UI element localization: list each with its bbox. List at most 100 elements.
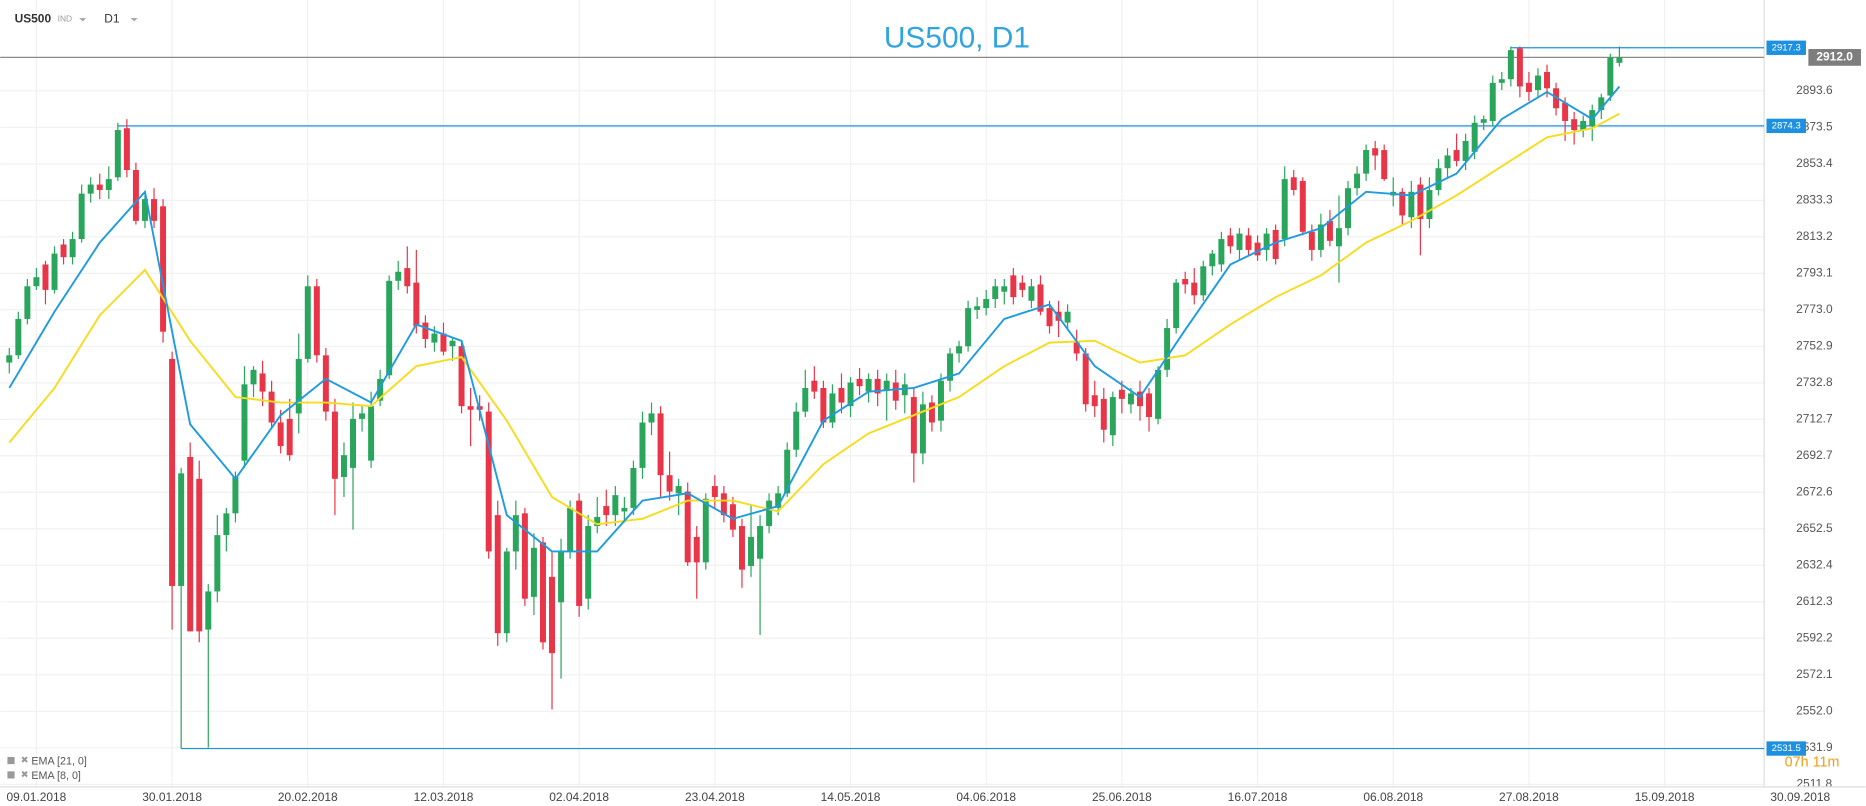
legend-entry: EMA [21, 0]: [31, 756, 87, 768]
candle-body: [784, 449, 791, 494]
candle-body: [919, 404, 926, 454]
candle-body: [1562, 102, 1569, 121]
candle-body: [802, 387, 809, 412]
candle-body: [1200, 266, 1207, 296]
y-tick-label: 2712.7: [1796, 412, 1833, 426]
candle-body: [666, 475, 673, 492]
candle-body: [612, 495, 619, 516]
icon[interactable]: [7, 771, 15, 779]
candle-body: [169, 358, 176, 586]
candle-body: [359, 413, 366, 419]
candle-body: [1037, 284, 1044, 312]
candle-body: [630, 467, 637, 508]
candle-body: [856, 378, 863, 387]
icon[interactable]: ✖: [21, 755, 29, 766]
market: IND: [58, 13, 72, 23]
candle-body: [458, 346, 465, 407]
level-label: 2531.5: [1772, 743, 1801, 754]
candle-body: [865, 378, 872, 392]
candle-body: [304, 286, 311, 359]
candle-body: [512, 515, 519, 552]
candle-body: [96, 184, 103, 190]
candle-body: [151, 199, 158, 221]
timeframe[interactable]: D1: [104, 11, 120, 25]
candle-body: [1227, 235, 1234, 247]
candle-body: [485, 411, 492, 552]
candle-body: [422, 322, 429, 339]
y-tick-label: 2672.6: [1796, 484, 1833, 498]
x-tick-label: 23.04.2018: [685, 790, 745, 804]
candle-body: [530, 547, 537, 597]
candle-body: [1290, 177, 1297, 190]
y-tick-label: 2511.8: [1797, 776, 1833, 790]
candle-body: [395, 271, 402, 281]
candle-body: [1136, 391, 1143, 407]
candle-body: [793, 411, 800, 450]
candle-body: [1480, 119, 1487, 123]
candle-body: [467, 406, 474, 410]
candle-body: [1435, 168, 1442, 190]
candle-body: [820, 387, 827, 423]
candle-body: [576, 500, 583, 606]
y-tick-label: 2813.2: [1796, 229, 1833, 243]
x-tick-label: 27.08.2018: [1499, 790, 1559, 804]
ema-line: [8, 85, 1621, 553]
candle-body: [1109, 397, 1116, 436]
candle-body: [1417, 184, 1424, 220]
candle-body: [1218, 239, 1225, 265]
candle-body: [1263, 233, 1270, 250]
candle-body: [1571, 119, 1578, 131]
candle-body: [494, 515, 501, 634]
candle-body: [1173, 282, 1180, 329]
candle-body: [539, 542, 546, 643]
candle-body: [51, 253, 58, 290]
icon[interactable]: ✖: [21, 769, 29, 780]
candle-body: [250, 369, 257, 385]
y-tick-label: 2652.5: [1796, 521, 1833, 535]
symbol[interactable]: US500: [15, 11, 52, 25]
y-tick-label: 2632.4: [1796, 557, 1833, 571]
candle-body: [350, 418, 357, 468]
candle-body: [313, 286, 320, 356]
candle-body: [1326, 220, 1333, 241]
candle-body: [1426, 189, 1433, 220]
y-tick-label: 2692.7: [1796, 448, 1833, 462]
candle-body: [503, 551, 510, 634]
candle-body: [901, 384, 908, 396]
candle-body: [1408, 191, 1415, 218]
countdown: 07h 11m: [1785, 755, 1840, 771]
candle-body: [1308, 231, 1315, 250]
x-tick-label: 06.08.2018: [1363, 790, 1423, 804]
candle-body: [1010, 275, 1017, 298]
candle-body: [1046, 308, 1053, 327]
candle-body: [594, 516, 601, 527]
icon[interactable]: [7, 756, 15, 765]
candle-body: [205, 591, 212, 630]
candle-body: [1534, 75, 1541, 91]
x-tick-label: 30.01.2018: [142, 790, 202, 804]
candle-body: [567, 507, 574, 552]
y-tick-label: 2572.1: [1796, 667, 1833, 681]
candle-body: [603, 506, 610, 516]
candle-body: [449, 340, 456, 347]
y-tick-label: 2592.2: [1796, 630, 1833, 644]
candle-body: [1354, 173, 1361, 189]
candle-body: [141, 199, 148, 221]
candle-body: [322, 355, 329, 412]
candle-body: [521, 513, 528, 599]
candle-body: [1127, 393, 1134, 405]
legend-icons: ✖ ✖: [7, 755, 29, 780]
dropdown-caret[interactable]: [79, 17, 87, 22]
candle-body: [33, 277, 40, 287]
candle-body: [1363, 150, 1370, 174]
candle-body: [992, 286, 999, 299]
x-tick-label: 02.04.2018: [549, 790, 609, 804]
candle-body: [639, 422, 646, 468]
candle-body: [711, 486, 718, 497]
y-tick-label: 2833.3: [1796, 193, 1833, 207]
y-tick-label: 2612.3: [1796, 594, 1833, 608]
candle-body: [223, 513, 230, 536]
level-box: [1766, 118, 1806, 134]
dropdown-caret[interactable]: [130, 17, 138, 22]
